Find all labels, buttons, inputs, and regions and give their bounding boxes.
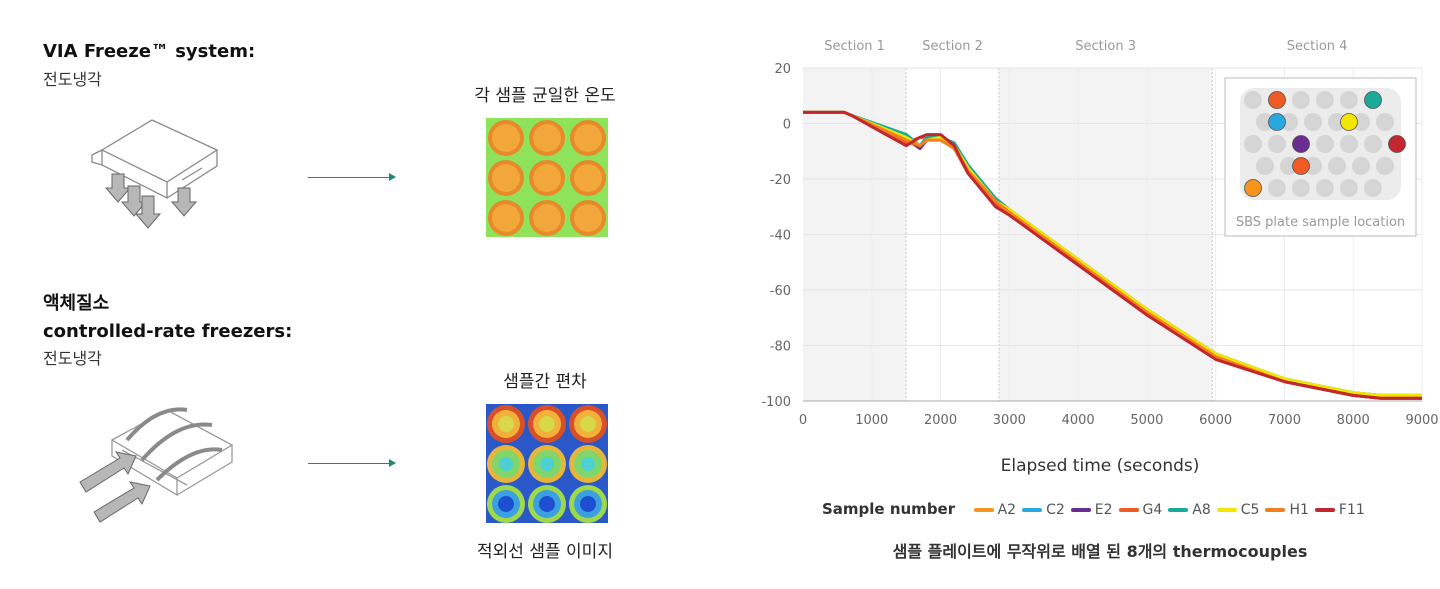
legend-swatch — [1314, 508, 1335, 512]
y-tick-label: -60 — [770, 284, 791, 299]
block2-title-line1: 액체질소 — [43, 293, 110, 314]
conduction-device-illustration — [91, 119, 219, 229]
legend-item-G4: G4 — [1118, 502, 1163, 518]
legend-swatch — [1168, 508, 1189, 512]
legend-label: C5 — [1240, 502, 1260, 518]
plate-well — [1256, 157, 1274, 175]
plate-well — [1376, 157, 1394, 175]
chart-legend: Sample number A2 C2 E2 G4 A8 C5 H1 F11 — [822, 500, 1422, 518]
plate-well — [1244, 135, 1262, 153]
legend-label: H1 — [1289, 502, 1309, 518]
legend-title: Sample number — [822, 500, 956, 518]
plate-well — [1292, 91, 1310, 109]
plate-well — [1364, 135, 1382, 153]
block1-subtitle: 전도냉각 — [43, 70, 102, 89]
plate-well — [1352, 157, 1370, 175]
block2-result-caption: 적외선 샘플 이미지 — [477, 542, 613, 562]
legend-label: C2 — [1046, 502, 1065, 518]
plate-well — [1364, 179, 1382, 197]
legend-item-C5: C5 — [1216, 502, 1260, 518]
x-tick-label: 1000 — [855, 413, 888, 428]
plate-well — [1244, 91, 1262, 109]
legend-swatch — [1070, 508, 1091, 512]
block2-title-line2: controlled-rate freezers: — [43, 321, 293, 342]
legend-item-A2: A2 — [973, 502, 1017, 518]
arrow-2-head — [389, 459, 396, 467]
y-tick-label: 20 — [774, 62, 791, 77]
legend-swatch — [1022, 508, 1043, 512]
legend-label: F11 — [1338, 502, 1365, 518]
y-tick-label: -20 — [770, 173, 791, 188]
variable-thermal-image — [486, 404, 608, 523]
plate-marker-C5 — [1340, 113, 1358, 131]
legend-label: G4 — [1142, 502, 1163, 518]
plate-marker-G4 — [1268, 91, 1286, 109]
cooling-curve-chart: Section 1 Section 2 Section 3 Section 4 200… — [761, 39, 1438, 428]
plate-well — [1340, 91, 1358, 109]
plate-marker-A2 — [1244, 179, 1262, 197]
legend-item-E2: E2 — [1070, 502, 1113, 518]
x-tick-label: 7000 — [1268, 413, 1301, 428]
plate-well — [1268, 135, 1286, 153]
section-label: Section 4 — [1287, 39, 1348, 54]
plate-marker-C2 — [1268, 113, 1286, 131]
legend-label: E2 — [1094, 502, 1113, 518]
legend-caption: 샘플 플레이트에 무작위로 배열 된 8개의 thermocouples — [892, 542, 1308, 561]
series-line-F11 — [803, 110, 1422, 400]
legend-swatch — [1118, 508, 1139, 512]
plate-well — [1316, 91, 1334, 109]
arrow-2 — [308, 463, 390, 464]
legend-item-H1: H1 — [1265, 502, 1309, 518]
plate-inset: SBS plate sample location — [1224, 77, 1417, 237]
plate-well — [1340, 135, 1358, 153]
plate-well — [1328, 157, 1346, 175]
plate-well — [1316, 179, 1334, 197]
x-axis-label: Elapsed time (seconds) — [1000, 456, 1200, 476]
section-label: Section 1 — [824, 39, 885, 54]
x-tick-label: 6000 — [1199, 413, 1232, 428]
x-tick-label: 2000 — [924, 413, 957, 428]
inset-caption: SBS plate sample location — [1236, 215, 1405, 230]
x-tick-label: 0 — [799, 413, 807, 428]
y-tick-label: -40 — [770, 229, 791, 244]
y-tick-label: -80 — [770, 340, 791, 355]
legend-label: A8 — [1192, 502, 1211, 518]
block2-subtitle: 전도냉각 — [43, 349, 102, 368]
plate-well — [1340, 179, 1358, 197]
convection-device-illustration — [79, 407, 234, 523]
y-tick-label: -100 — [761, 395, 791, 410]
plate-marker-E2 — [1292, 135, 1310, 153]
legend-swatch — [1265, 508, 1286, 512]
uniform-thermal-image — [486, 118, 608, 237]
y-tick-label: 0 — [783, 118, 791, 133]
x-tick-label: 4000 — [1062, 413, 1095, 428]
plate-well — [1304, 113, 1322, 131]
arrow-1 — [308, 177, 390, 178]
legend-swatch — [973, 508, 994, 512]
plate-marker-A8 — [1364, 91, 1382, 109]
legend-item-C2: C2 — [1022, 502, 1065, 518]
x-tick-label: 8000 — [1337, 413, 1370, 428]
plate-well — [1316, 135, 1334, 153]
x-tick-label: 5000 — [1130, 413, 1163, 428]
block1-title: VIA Freeze™ system: — [43, 41, 256, 62]
block1-result-title: 각 샘플 균일한 온도 — [474, 86, 616, 106]
plate-marker-H1 — [1292, 157, 1310, 175]
plate-marker-F11 — [1388, 135, 1406, 153]
section-label: Section 2 — [922, 39, 983, 54]
legend-label: A2 — [997, 502, 1017, 518]
block2-result-title: 샘플간 편차 — [503, 372, 587, 392]
legend-swatch — [1216, 508, 1237, 512]
x-tick-label: 3000 — [993, 413, 1026, 428]
plate-well — [1268, 179, 1286, 197]
plate-well — [1376, 113, 1394, 131]
legend-item-F11: F11 — [1314, 502, 1365, 518]
arrow-1-head — [389, 173, 396, 181]
section-label: Section 3 — [1075, 39, 1136, 54]
legend-item-A8: A8 — [1168, 502, 1211, 518]
x-tick-label: 9000 — [1405, 413, 1438, 428]
plate-well — [1292, 179, 1310, 197]
